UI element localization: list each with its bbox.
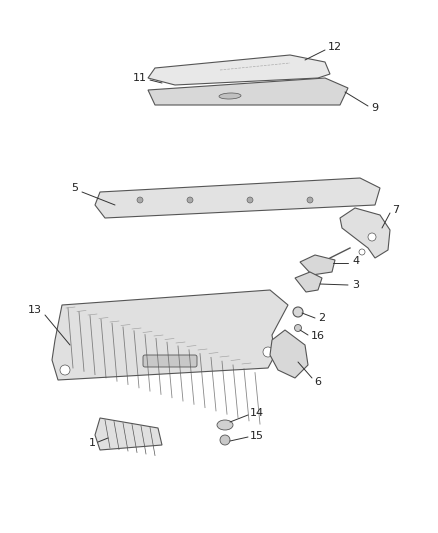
Polygon shape (95, 178, 380, 218)
FancyBboxPatch shape (143, 355, 197, 367)
Text: 16: 16 (311, 331, 325, 341)
Text: 11: 11 (133, 73, 147, 83)
Polygon shape (340, 208, 390, 258)
Circle shape (187, 197, 193, 203)
Polygon shape (95, 418, 162, 450)
Circle shape (359, 249, 365, 255)
Circle shape (137, 197, 143, 203)
Circle shape (293, 307, 303, 317)
Text: 3: 3 (353, 280, 360, 290)
Text: 15: 15 (250, 431, 264, 441)
Text: 2: 2 (318, 313, 325, 323)
Circle shape (263, 347, 273, 357)
Text: 4: 4 (353, 256, 360, 266)
Circle shape (368, 233, 376, 241)
Circle shape (247, 197, 253, 203)
Ellipse shape (219, 93, 241, 99)
Text: 14: 14 (250, 408, 264, 418)
Polygon shape (295, 272, 322, 292)
Text: 13: 13 (28, 305, 42, 315)
Ellipse shape (217, 420, 233, 430)
Text: 12: 12 (328, 42, 342, 52)
Text: 1: 1 (88, 438, 95, 448)
Polygon shape (52, 290, 288, 380)
Polygon shape (270, 330, 308, 378)
Text: 5: 5 (71, 183, 78, 193)
Circle shape (294, 325, 301, 332)
Text: 7: 7 (392, 205, 399, 215)
Polygon shape (148, 55, 330, 85)
Polygon shape (300, 255, 335, 275)
Circle shape (60, 365, 70, 375)
Circle shape (220, 435, 230, 445)
Text: 9: 9 (371, 103, 378, 113)
Text: 6: 6 (314, 377, 321, 387)
Polygon shape (148, 78, 348, 105)
Circle shape (307, 197, 313, 203)
